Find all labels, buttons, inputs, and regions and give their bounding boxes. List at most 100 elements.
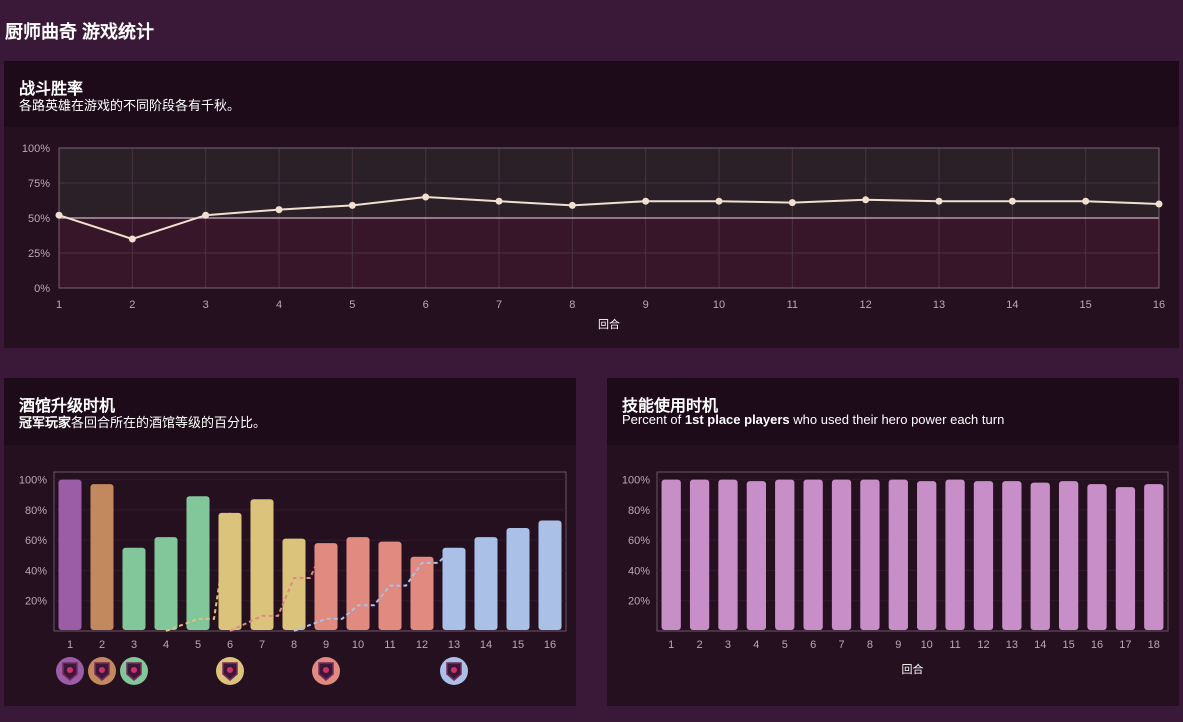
x-tick-label: 11	[384, 639, 395, 651]
x-tick-label: 1	[56, 299, 62, 311]
x-tick-label: 14	[1006, 299, 1018, 311]
x-tick-label: 16	[544, 639, 556, 651]
tier-gem-icon	[323, 667, 329, 673]
bar	[860, 479, 880, 630]
x-tick-label: 12	[416, 639, 428, 651]
winrate-subtitle: 各路英雄在游戏的不同阶段各有千秋。	[19, 98, 241, 113]
tavern-panel: 酒馆升级时机 冠军玩家各回合所在的酒馆等级的百分比。 20% 40% 60% 80% 1…	[4, 378, 576, 706]
bar	[917, 481, 937, 630]
tier-6-upgrade-line	[293, 546, 455, 632]
x-tick-label: 16	[1091, 639, 1103, 651]
bar	[775, 479, 795, 630]
x-tick-label: 5	[782, 639, 788, 651]
plot-border	[656, 471, 1169, 632]
x-tick-label: 6	[810, 639, 816, 651]
hero-power-panel: 技能使用时机 Percent of 1st place players who …	[607, 378, 1179, 706]
y-tick-label: 100%	[622, 475, 650, 487]
x-axis-label: 回合	[902, 662, 924, 676]
bar	[442, 547, 466, 630]
tier-gem-icon	[67, 667, 73, 673]
hero-power-title: 技能使用时机	[622, 398, 719, 415]
tavern-panel-header: 酒馆升级时机 冠军玩家各回合所在的酒馆等级的百分比。	[4, 378, 576, 445]
winrate-title: 战斗胜率	[19, 81, 84, 98]
bar	[1087, 484, 1107, 630]
winrate-point	[348, 201, 356, 209]
winrate-line	[58, 195, 1160, 241]
x-tick-label: 10	[352, 639, 364, 651]
x-tick-label: 13	[1006, 639, 1018, 651]
winrate-point	[202, 211, 210, 219]
x-tick-label: 5	[349, 299, 355, 311]
winrate-point	[1008, 197, 1016, 205]
hero-power-chart: 20%40%60%80%100%1 2 3 4 5 6 7 8 9 10 11 12 13 14 15 16 1…	[622, 471, 1169, 676]
bar	[718, 479, 738, 630]
x-tick-label: 11	[949, 639, 960, 651]
x-tick-label: 4	[753, 639, 759, 651]
bar	[314, 543, 338, 630]
bar	[746, 481, 767, 630]
winrate-point	[1155, 200, 1163, 208]
x-axis-label: 回合	[598, 317, 620, 331]
bar	[218, 512, 242, 630]
y-tick-label: 100%	[22, 143, 50, 155]
hero-power-subtitle-bold: 1st place players	[684, 412, 790, 427]
bar	[58, 479, 82, 630]
bar	[973, 481, 994, 630]
x-tick-label: 13	[448, 639, 460, 651]
winrate-point	[128, 235, 136, 243]
y-tick-label: 80%	[628, 505, 650, 517]
y-tick-label: 60%	[628, 535, 650, 547]
bar	[346, 537, 370, 630]
x-tick-label: 7	[259, 639, 265, 651]
x-tick-label: 15	[1063, 639, 1075, 651]
winrate-point	[862, 196, 870, 204]
winrate-point	[715, 197, 723, 205]
x-tick-label: 10	[921, 639, 933, 651]
winrate-point	[935, 197, 943, 205]
page-title: 厨师曲奇 游戏统计	[5, 22, 155, 42]
x-tick-label: 2	[99, 639, 105, 651]
x-tick-label: 3	[131, 639, 137, 651]
x-tick-label: 2	[129, 299, 135, 311]
y-tick-label: 50%	[28, 213, 50, 225]
bar	[1030, 482, 1050, 630]
bar	[250, 499, 274, 630]
y-tick-label: 80%	[25, 505, 47, 517]
bar	[803, 479, 823, 630]
x-tick-label: 8	[291, 639, 297, 651]
bar	[186, 496, 210, 630]
x-tick-label: 2	[697, 639, 703, 651]
x-tick-label: 11	[787, 299, 798, 311]
x-tick-label: 8	[867, 639, 873, 651]
x-tick-label: 6	[423, 299, 429, 311]
hero-power-subtitle-post: who used their hero power each turn	[789, 412, 1005, 427]
bar	[661, 479, 681, 630]
y-tick-label: 75%	[28, 178, 50, 190]
winrate-panel: 战斗胜率 各路英雄在游戏的不同阶段各有千秋。 0% 25% 50% 75% 100% 1 2…	[4, 61, 1179, 348]
bar	[282, 538, 306, 630]
x-tick-label: 12	[977, 639, 989, 651]
bar	[410, 556, 434, 630]
winrate-point	[422, 193, 430, 201]
y-tick-label: 0%	[34, 283, 50, 295]
winrate-point	[55, 211, 63, 219]
y-tick-label: 20%	[628, 596, 650, 608]
hero-power-subtitle-pre: Percent of	[622, 412, 685, 427]
x-tick-label: 15	[1080, 299, 1092, 311]
x-tick-label: 6	[227, 639, 233, 651]
tier-gem-icon	[227, 667, 233, 673]
bar	[90, 484, 114, 630]
x-tick-label: 10	[713, 299, 725, 311]
bar	[1002, 481, 1022, 630]
bar	[831, 479, 852, 630]
tier-5-upgrade-line	[229, 542, 327, 632]
bar	[945, 479, 965, 630]
x-tick-label: 5	[195, 639, 201, 651]
y-tick-label: 40%	[628, 565, 650, 577]
tier-4-upgrade-line	[165, 512, 231, 632]
x-tick-label: 14	[480, 639, 492, 651]
winrate-point	[568, 201, 576, 209]
x-tick-label: 3	[725, 639, 731, 651]
bar	[1058, 481, 1079, 630]
